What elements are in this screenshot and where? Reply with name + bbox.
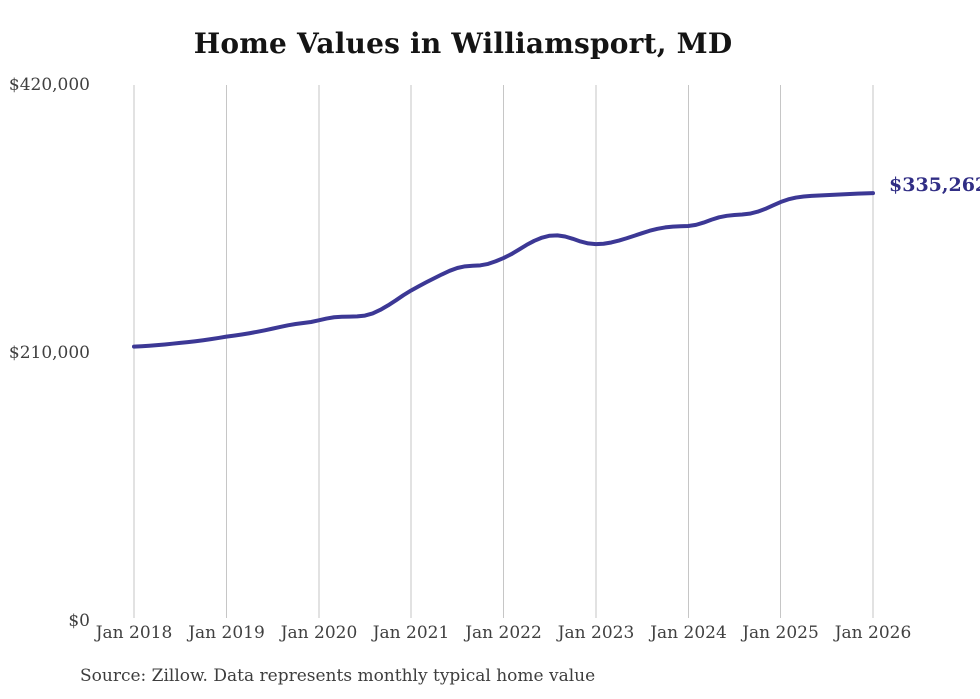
x-axis-label: Jan 2023 bbox=[557, 623, 635, 643]
x-axis-label: Jan 2021 bbox=[372, 623, 450, 643]
x-axis-label: Jan 2018 bbox=[95, 623, 173, 643]
chart-title: Home Values in Williamsport, MD bbox=[193, 27, 733, 60]
y-axis-label: $0 bbox=[68, 611, 90, 631]
x-axis-label: Jan 2025 bbox=[742, 623, 819, 643]
x-axis-label: Jan 2022 bbox=[465, 623, 542, 643]
home-value-line bbox=[132, 191, 875, 349]
x-axis-label: Jan 2019 bbox=[188, 623, 265, 643]
x-axis-label: Jan 2024 bbox=[650, 623, 727, 643]
x-axis-label: Jan 2020 bbox=[280, 623, 358, 643]
x-axis-label: Jan 2026 bbox=[834, 623, 912, 643]
source-note: Source: Zillow. Data represents monthly … bbox=[80, 666, 596, 686]
y-axis-label: $420,000 bbox=[8, 75, 90, 95]
current-value-label: $335,262 bbox=[889, 174, 980, 196]
y-axis-label: $210,000 bbox=[8, 343, 90, 363]
